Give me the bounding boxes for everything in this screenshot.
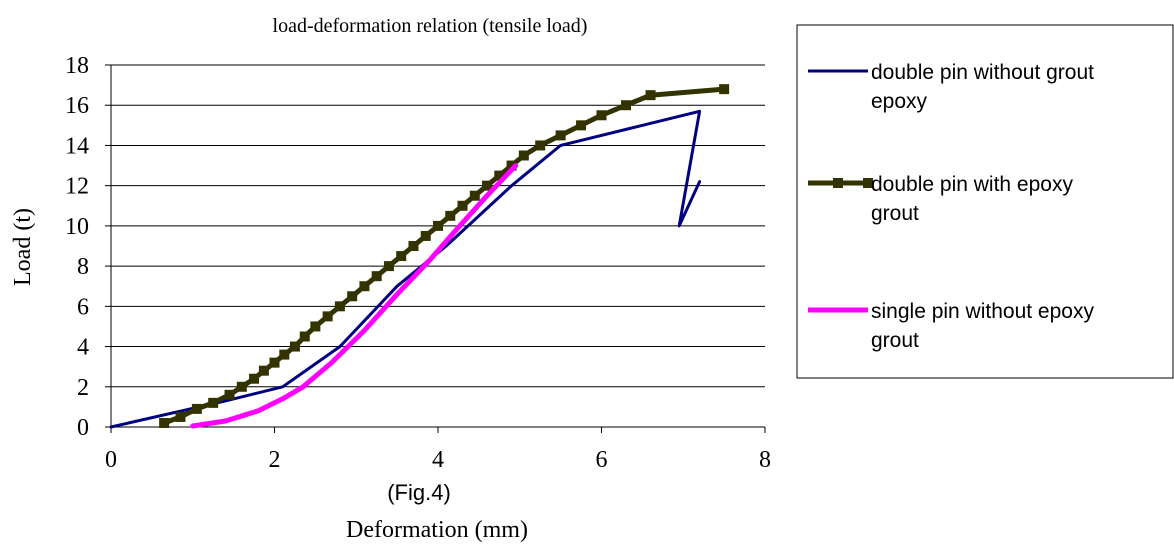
- x-tick-label: 2: [269, 447, 281, 473]
- x-tick-label: 4: [432, 447, 444, 473]
- data-point: [420, 230, 431, 241]
- series-line: [190, 163, 519, 429]
- data-point: [494, 170, 505, 181]
- data-point: [208, 397, 219, 408]
- data-point: [645, 90, 656, 101]
- y-tick-label: 12: [65, 174, 89, 200]
- y-tick-label: 8: [77, 254, 89, 280]
- data-point: [535, 140, 546, 151]
- legend-label-cont: grout: [871, 202, 919, 225]
- series-layer: [109, 84, 730, 429]
- data-point: [596, 110, 607, 121]
- y-tick-label: 10: [65, 214, 89, 240]
- data-point: [175, 411, 186, 422]
- legend-label-cont: epoxy: [871, 90, 928, 113]
- data-point: [469, 190, 480, 201]
- data-point: [555, 130, 566, 141]
- y-tick-label: 6: [77, 294, 89, 320]
- y-tick-label: 4: [77, 335, 89, 361]
- data-point: [299, 331, 310, 342]
- legend: double pin without grout epoxy double pin …: [796, 24, 1174, 379]
- y-axis-label: Load (t): [10, 208, 36, 286]
- legend-marker: [863, 178, 873, 188]
- data-point: [224, 389, 235, 400]
- data-point: [396, 251, 407, 262]
- legend-marker: [833, 178, 843, 188]
- data-point: [289, 341, 300, 352]
- data-point: [445, 210, 456, 221]
- data-point: [621, 100, 632, 111]
- data-point: [457, 200, 468, 211]
- y-tick-label: 14: [65, 133, 89, 159]
- axes: 0 2 4 6 8 10 12 14 16 18 0 2 4 6 8: [65, 53, 771, 473]
- figure-annotation: (Fig.4): [387, 480, 451, 505]
- data-point: [236, 381, 247, 392]
- y-tick-label: 0: [77, 415, 89, 441]
- data-point: [322, 311, 333, 322]
- x-axis-label: Deformation (mm): [346, 517, 528, 543]
- data-point: [371, 271, 382, 282]
- data-point: [279, 349, 290, 360]
- legend-label: double pin with epoxy: [871, 173, 1073, 196]
- data-point: [383, 261, 394, 272]
- data-point: [191, 403, 202, 414]
- data-point: [334, 301, 345, 312]
- y-tick-label: 18: [65, 53, 89, 79]
- data-point: [482, 180, 493, 191]
- x-tick-label: 6: [596, 447, 608, 473]
- chart-title: load-deformation relation (tensile load): [273, 15, 588, 37]
- data-point: [258, 365, 269, 376]
- x-tick-label: 8: [759, 447, 771, 473]
- legend-label: single pin without epoxy: [871, 300, 1094, 323]
- data-point: [408, 241, 419, 251]
- data-point: [269, 357, 280, 368]
- data-point: [347, 291, 358, 302]
- data-point: [249, 373, 260, 384]
- data-point: [159, 417, 170, 428]
- legend-label-cont: grout: [871, 329, 919, 352]
- data-point: [310, 321, 321, 332]
- series-line: [161, 86, 727, 426]
- x-tick-label: 0: [105, 447, 117, 473]
- data-point: [719, 84, 730, 95]
- legend-box: [796, 24, 1174, 379]
- legend-label: double pin without grout: [871, 61, 1094, 84]
- data-point: [518, 150, 529, 161]
- series-line: [109, 109, 702, 429]
- data-point: [506, 160, 517, 171]
- data-point: [433, 220, 443, 231]
- data-point: [359, 281, 370, 292]
- y-tick-label: 16: [65, 93, 89, 119]
- data-point: [576, 120, 587, 131]
- y-tick-label: 2: [77, 375, 89, 401]
